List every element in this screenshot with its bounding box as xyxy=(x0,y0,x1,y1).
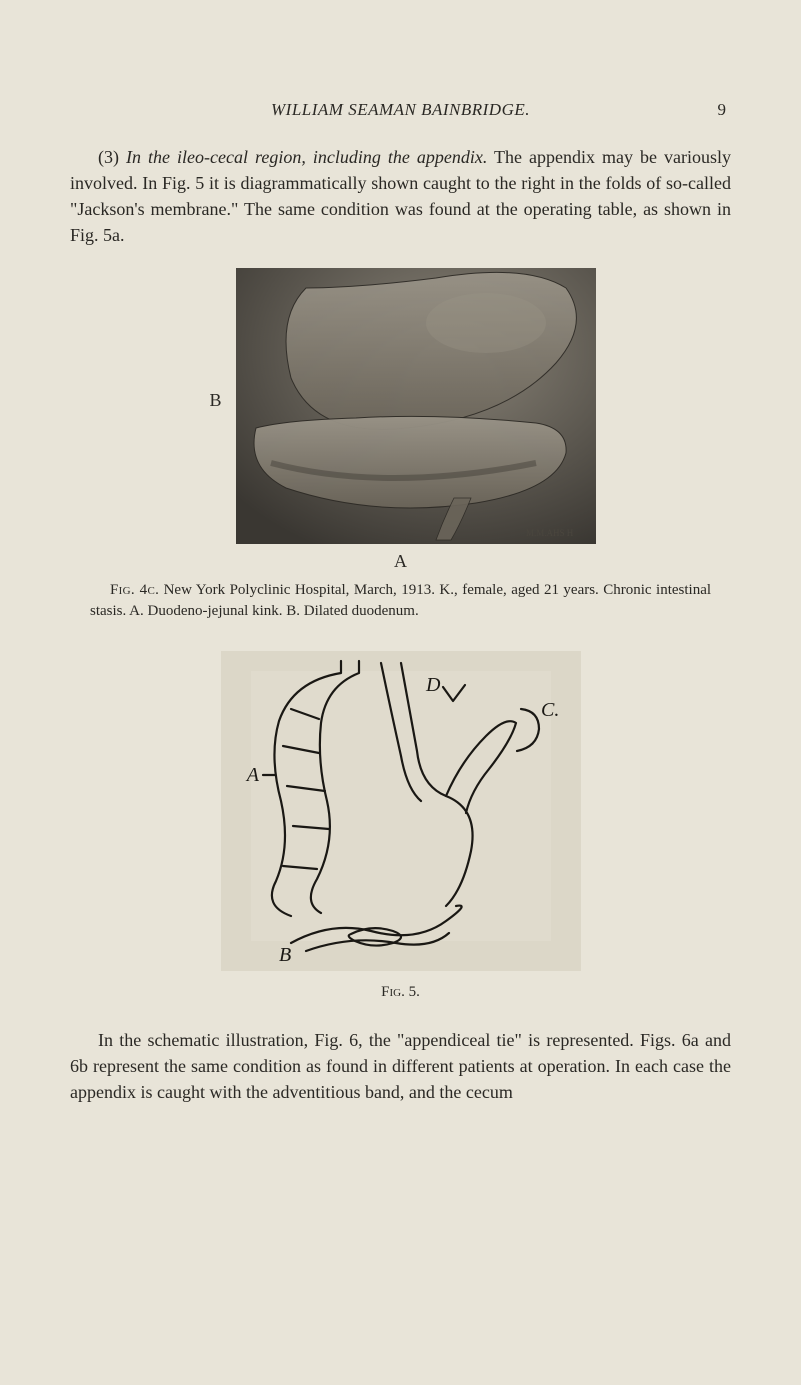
figure-5-svg: A B D C. xyxy=(221,651,581,971)
axis-label-b: B xyxy=(210,390,222,411)
running-head: WILLIAM SEAMAN BAINBRIDGE. xyxy=(271,100,530,120)
figure-4c-caption: Fig. 4c. New York Polyclinic Hospital, M… xyxy=(90,580,711,621)
page-number: 9 xyxy=(718,100,727,120)
svg-text:D: D xyxy=(425,674,441,696)
svg-text:A: A xyxy=(244,764,259,786)
figure-4c-photo: B M.M.AHS H xyxy=(236,268,596,544)
figure-5-caption: Fig. 5. xyxy=(70,984,731,1001)
photo-4c-svg: M.M.AHS H xyxy=(236,268,596,544)
figure-4c-block: B M.M.AHS H A xyxy=(70,268,731,572)
svg-text:C.: C. xyxy=(541,699,559,721)
axis-label-a: A xyxy=(70,551,731,572)
fig5-lead: Fig. xyxy=(381,984,405,1000)
svg-text:M.M.AHS H: M.M.AHS H xyxy=(526,528,574,538)
paragraph-1: (3) In the ileo-cecal region, including … xyxy=(70,144,731,248)
paragraph-2: In the schematic illustration, Fig. 6, t… xyxy=(70,1027,731,1105)
page-header: WILLIAM SEAMAN BAINBRIDGE. 9 xyxy=(70,100,731,120)
fig4c-body: New York Polyclinic Hospital, March, 191… xyxy=(90,582,711,618)
fig4c-lead: Fig. 4c. xyxy=(110,582,159,598)
svg-text:B: B xyxy=(279,944,291,966)
figure-5-block: A B D C. xyxy=(70,651,731,976)
para1-text: (3) In the ileo-cecal region, including … xyxy=(70,147,731,245)
fig5-num: 5. xyxy=(409,984,420,1000)
